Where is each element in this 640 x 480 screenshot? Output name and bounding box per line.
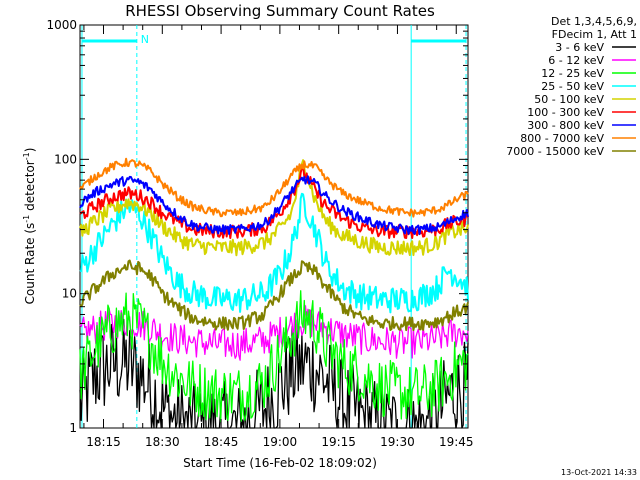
series-line xyxy=(79,175,469,236)
x-tick-label: 18:45 xyxy=(204,435,239,449)
x-tick-label: 19:00 xyxy=(263,435,298,449)
legend-label: 7000 - 15000 keV xyxy=(506,145,604,158)
legend-label: 12 - 25 keV xyxy=(541,67,604,80)
y-tick-label: 1 xyxy=(69,421,77,435)
series-line xyxy=(79,305,469,361)
legend-header-line-2: FDecim 1, Att 1 xyxy=(552,28,637,41)
series-line xyxy=(79,318,469,429)
series-layer xyxy=(79,157,469,429)
y-axis: 1 10 100 1000 xyxy=(46,18,468,435)
legend-label: 50 - 100 keV xyxy=(534,93,604,106)
y-tick-label: 10 xyxy=(62,287,77,301)
y-tick-label: 100 xyxy=(54,152,77,166)
legend-label: 800 - 7000 keV xyxy=(520,132,604,145)
night-annotations xyxy=(81,25,467,428)
night-label: N xyxy=(141,33,149,46)
legend-label: 3 - 6 keV xyxy=(555,41,604,54)
x-axis: 18:15 18:30 18:45 19:00 19:15 19:30 19:45 xyxy=(83,25,474,449)
legend-label: 300 - 800 keV xyxy=(527,119,604,132)
series-line xyxy=(79,290,469,423)
footer-timestamp: 13-Oct-2021 14:33 xyxy=(561,468,637,477)
chart-title: RHESSI Observing Summary Count Rates xyxy=(125,2,435,20)
y-tick-label: 1000 xyxy=(46,18,77,32)
x-tick-label: 18:15 xyxy=(86,435,121,449)
legend: Det 1,3,4,5,6,9, FDecim 1, Att 1 3 - 6 k… xyxy=(506,15,637,158)
series-line xyxy=(79,157,469,218)
x-tick-label: 19:15 xyxy=(321,435,356,449)
x-tick-label: 19:45 xyxy=(439,435,474,449)
x-tick-label: 19:30 xyxy=(380,435,415,449)
legend-header-line-1: Det 1,3,4,5,6,9, xyxy=(551,15,637,28)
legend-label: 25 - 50 keV xyxy=(541,80,604,93)
y-axis-label: Count Rate (s-1 detector-1) xyxy=(22,148,37,305)
series-line xyxy=(79,259,469,332)
series-line xyxy=(79,159,469,257)
x-tick-label: 18:30 xyxy=(145,435,180,449)
legend-label: 100 - 300 keV xyxy=(527,106,604,119)
series-line xyxy=(79,192,469,314)
x-axis-label: Start Time (16-Feb-02 18:09:02) xyxy=(183,456,377,470)
legend-label: 6 - 12 keV xyxy=(548,54,604,67)
